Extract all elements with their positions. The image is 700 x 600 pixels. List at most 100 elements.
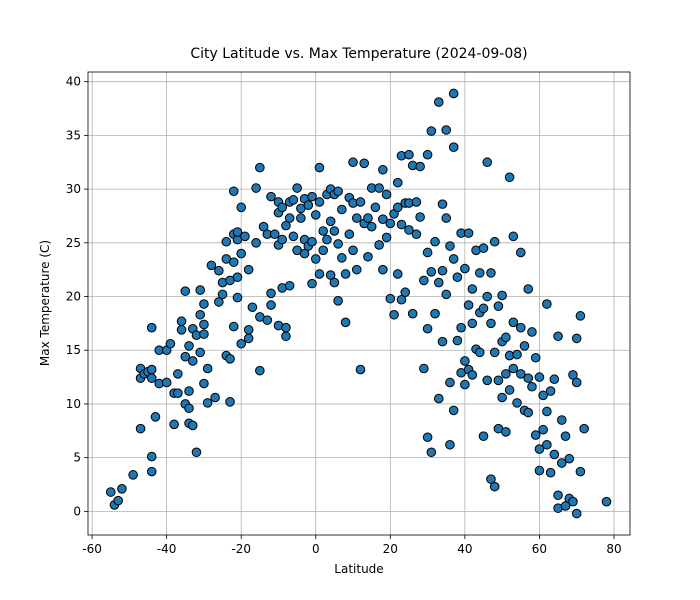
point <box>184 341 194 351</box>
point <box>288 231 299 242</box>
point <box>523 407 534 418</box>
point <box>314 162 325 173</box>
point <box>236 338 247 349</box>
point <box>195 309 206 320</box>
point <box>299 248 310 259</box>
point <box>329 277 340 288</box>
y-tick-label: 15 <box>66 343 81 357</box>
point <box>173 388 183 398</box>
point <box>430 308 440 319</box>
point <box>392 177 403 188</box>
point <box>176 325 187 335</box>
point <box>400 287 411 298</box>
point <box>195 285 206 295</box>
point <box>422 149 433 160</box>
point <box>467 284 478 294</box>
point <box>486 268 496 278</box>
point <box>251 238 261 248</box>
x-tick-label: -40 <box>157 542 177 556</box>
point <box>478 431 489 441</box>
point <box>568 370 578 380</box>
point <box>396 219 407 230</box>
point <box>560 431 571 441</box>
point <box>460 263 470 274</box>
point <box>173 369 183 379</box>
point <box>404 149 414 160</box>
point <box>504 172 515 183</box>
y-tick-label: 20 <box>66 290 81 304</box>
plot-frame <box>87 71 631 536</box>
point <box>191 447 202 458</box>
point <box>128 470 138 480</box>
point <box>266 300 276 310</box>
point <box>146 466 157 477</box>
point <box>396 294 407 305</box>
point <box>292 183 302 193</box>
point <box>556 458 567 468</box>
point <box>415 161 425 172</box>
point <box>571 333 582 344</box>
point <box>374 240 384 250</box>
point <box>407 308 418 319</box>
point <box>378 264 388 275</box>
point <box>426 126 437 136</box>
point <box>508 231 519 242</box>
point <box>474 347 485 358</box>
x-tick-label: -20 <box>231 542 251 556</box>
point <box>199 329 209 339</box>
point <box>255 365 265 376</box>
point <box>467 370 478 380</box>
point <box>146 322 157 333</box>
point <box>545 386 556 396</box>
point <box>560 501 571 511</box>
point <box>199 378 209 389</box>
point <box>187 420 198 431</box>
point <box>195 347 206 358</box>
point <box>184 386 194 396</box>
point <box>445 377 455 388</box>
point <box>333 239 343 249</box>
point <box>146 451 157 462</box>
point <box>441 213 452 223</box>
point <box>489 347 500 358</box>
point <box>482 291 493 302</box>
point <box>247 302 258 313</box>
point <box>169 419 179 430</box>
point <box>515 369 526 379</box>
point <box>493 375 504 386</box>
x-tick-label: 80 <box>606 542 621 556</box>
point <box>549 449 560 460</box>
point <box>180 351 191 362</box>
point <box>378 164 388 175</box>
point <box>117 484 127 494</box>
point <box>553 490 563 501</box>
point <box>474 268 485 278</box>
x-tick-label: 60 <box>532 542 547 556</box>
point <box>542 299 552 309</box>
point <box>340 269 351 279</box>
point <box>519 341 530 351</box>
point <box>351 264 362 275</box>
point <box>534 465 545 476</box>
point <box>512 398 522 408</box>
point <box>228 257 239 267</box>
point <box>530 430 541 440</box>
point <box>355 197 366 207</box>
point <box>348 245 358 256</box>
point <box>243 325 254 335</box>
point <box>277 234 288 245</box>
point <box>422 323 433 334</box>
point <box>225 396 235 407</box>
point <box>281 322 291 333</box>
point <box>161 377 172 388</box>
point <box>433 97 444 107</box>
point <box>538 390 548 401</box>
point <box>534 444 545 454</box>
point <box>433 393 444 404</box>
point <box>568 496 578 507</box>
point <box>202 363 213 374</box>
point <box>337 204 347 215</box>
point <box>310 210 321 220</box>
point <box>355 364 366 375</box>
